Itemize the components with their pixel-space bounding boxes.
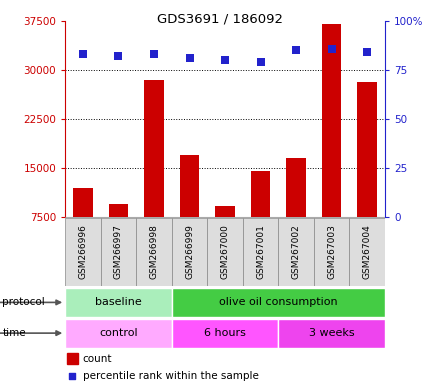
Bar [172, 319, 279, 348]
Bar [73, 188, 93, 266]
Text: 3 weeks: 3 weeks [309, 328, 355, 338]
FancyBboxPatch shape [207, 218, 243, 286]
Text: time: time [2, 328, 26, 338]
Point [150, 51, 158, 58]
Point [186, 55, 193, 61]
Point [79, 51, 86, 58]
Point [328, 45, 335, 51]
Text: count: count [83, 354, 112, 364]
Text: protocol: protocol [2, 297, 45, 308]
Bar [322, 25, 341, 266]
Text: GSM267004: GSM267004 [363, 225, 372, 279]
Point [115, 53, 122, 60]
Bar [109, 204, 128, 266]
Text: 6 hours: 6 hours [204, 328, 246, 338]
Bar [357, 82, 377, 266]
FancyBboxPatch shape [101, 218, 136, 286]
Text: GSM267002: GSM267002 [292, 225, 301, 279]
FancyBboxPatch shape [136, 218, 172, 286]
Point [257, 59, 264, 65]
Bar [251, 171, 270, 266]
Point [293, 48, 300, 54]
Text: percentile rank within the sample: percentile rank within the sample [83, 371, 259, 381]
Bar [144, 80, 164, 266]
Point [222, 57, 229, 63]
Text: GSM267000: GSM267000 [220, 225, 230, 279]
Bar [65, 319, 172, 348]
Bar [65, 288, 172, 317]
Point [364, 50, 371, 56]
FancyBboxPatch shape [243, 218, 279, 286]
Bar [172, 288, 385, 317]
Text: GSM266998: GSM266998 [150, 225, 158, 279]
Text: GDS3691 / 186092: GDS3691 / 186092 [157, 12, 283, 25]
Text: baseline: baseline [95, 297, 142, 308]
Point [69, 373, 76, 379]
Text: GSM267001: GSM267001 [256, 225, 265, 279]
FancyBboxPatch shape [314, 218, 349, 286]
Bar [279, 319, 385, 348]
Bar [180, 155, 199, 266]
Text: GSM266997: GSM266997 [114, 225, 123, 279]
Text: GSM266999: GSM266999 [185, 225, 194, 279]
FancyBboxPatch shape [349, 218, 385, 286]
Text: GSM267003: GSM267003 [327, 225, 336, 279]
Text: olive oil consumption: olive oil consumption [219, 297, 337, 308]
Bar [286, 158, 306, 266]
Bar [67, 353, 78, 364]
FancyBboxPatch shape [65, 218, 101, 286]
FancyBboxPatch shape [172, 218, 207, 286]
Bar [215, 206, 235, 266]
Text: control: control [99, 328, 138, 338]
FancyBboxPatch shape [279, 218, 314, 286]
Text: GSM266996: GSM266996 [78, 225, 88, 279]
